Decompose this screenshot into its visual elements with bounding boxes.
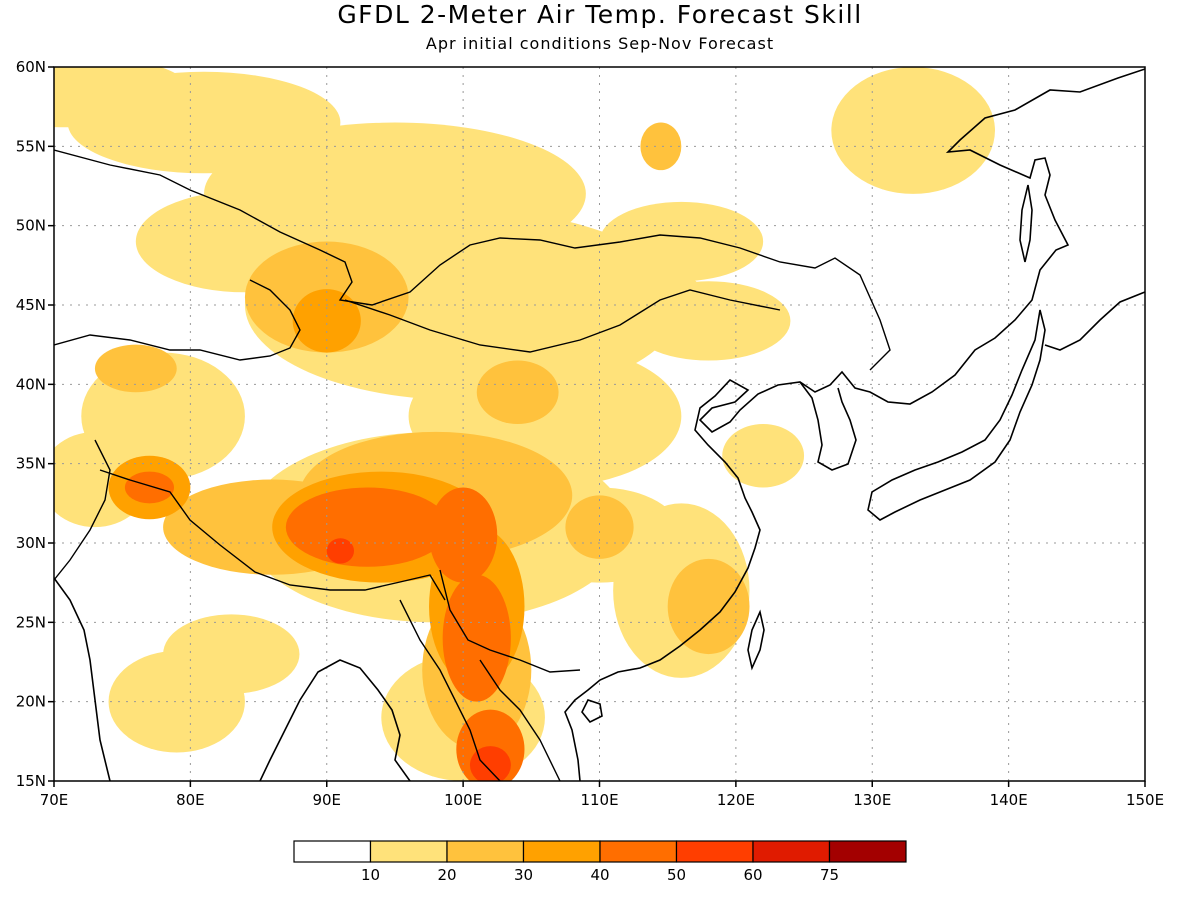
colorbar-label: 10 <box>361 866 380 884</box>
coastline-east-asia <box>564 68 1145 781</box>
lat-tick-label: 35N <box>16 455 46 473</box>
border-kazakhstan <box>54 279 301 361</box>
coastline-taiwan <box>747 609 765 671</box>
border-indochina <box>399 599 501 781</box>
coastline-korea <box>799 381 857 471</box>
coastline-south-asia <box>54 577 111 781</box>
colorbar-swatch <box>446 840 525 863</box>
lon-tick-label: 120E <box>717 791 755 809</box>
colorbar-label: 30 <box>514 866 533 884</box>
colorbar-label: 50 <box>667 866 686 884</box>
colorbar-label: 20 <box>437 866 456 884</box>
lat-tick-label: 55N <box>16 137 46 155</box>
lat-tick-label: 60N <box>16 58 46 76</box>
coastline-hainan <box>581 699 603 724</box>
skill-region-level-4 <box>442 574 511 702</box>
border-india-pakistan <box>54 439 111 581</box>
colorbar-swatch <box>522 840 601 863</box>
border-china-southwest <box>439 569 581 673</box>
skill-region-level-2 <box>476 360 559 424</box>
lat-tick-label: 15N <box>16 772 46 790</box>
lon-tick-label: 110E <box>580 791 618 809</box>
axis-ticks: 70E 80E 90E 100E 110E 120E 130E 140E 150E 60N 55N 5… <box>16 58 1164 809</box>
skill-region-level-5 <box>326 538 355 564</box>
skill-region-level-5 <box>469 746 511 781</box>
lon-tick-label: 130E <box>853 791 891 809</box>
border-russia-china-mongolia <box>54 149 891 371</box>
lat-tick-label: 50N <box>16 217 46 235</box>
colorbar-swatch <box>369 840 448 863</box>
coastlines <box>54 68 1145 781</box>
lon-tick-label: 140E <box>990 791 1028 809</box>
skill-region-level-2 <box>565 495 634 559</box>
border-mongolia-china <box>344 289 781 353</box>
skill-shading <box>54 67 995 781</box>
lat-tick-label: 40N <box>16 375 46 393</box>
skill-region-level-4 <box>124 471 175 504</box>
border-laos <box>479 659 561 781</box>
colorbar-label: 40 <box>590 866 609 884</box>
skill-region-level-2 <box>640 122 682 171</box>
skill-region-level-2 <box>94 344 177 393</box>
colorbar-swatch <box>599 840 678 863</box>
skill-region-level-1 <box>599 201 764 282</box>
skill-region-level-4 <box>429 487 498 583</box>
coastline-sakhalin <box>1019 184 1033 263</box>
coastline-kamchatka <box>1044 291 1145 351</box>
lon-tick-label: 150E <box>1126 791 1164 809</box>
colorbar-swatch <box>752 840 831 863</box>
chart-title: GFDL 2-Meter Air Temp. Forecast Skill <box>337 0 863 29</box>
skill-region-level-2 <box>667 558 750 655</box>
skill-region-level-1 <box>108 650 245 753</box>
colorbar-label: 75 <box>820 866 839 884</box>
lon-tick-label: 100E <box>444 791 482 809</box>
country-borders <box>54 149 891 781</box>
border-himalaya <box>99 469 446 601</box>
lat-tick-label: 25N <box>16 613 46 631</box>
lon-tick-label: 80E <box>176 791 205 809</box>
skill-region-level-1 <box>626 281 791 361</box>
skill-region-level-3 <box>292 289 361 353</box>
lon-tick-label: 70E <box>40 791 69 809</box>
lat-tick-label: 20N <box>16 693 46 711</box>
lat-tick-label: 45N <box>16 296 46 314</box>
skill-region-level-4 <box>285 487 450 567</box>
colorbar: 10 20 30 40 50 60 75 <box>293 840 907 884</box>
colorbar-swatch <box>675 840 754 863</box>
lat-tick-label: 30N <box>16 534 46 552</box>
colorbar-swatch <box>293 840 372 863</box>
colorbar-swatch <box>828 840 907 863</box>
chart-subtitle: Apr initial conditions Sep-Nov Forecast <box>425 34 775 53</box>
skill-region-level-1 <box>722 424 805 488</box>
skill-region-level-1 <box>831 67 995 194</box>
coastline-bay-of-bengal <box>259 659 411 781</box>
colorbar-label: 60 <box>743 866 762 884</box>
coastline-japan <box>867 309 1046 521</box>
lon-tick-label: 90E <box>312 791 341 809</box>
grid-lines <box>54 67 1145 781</box>
